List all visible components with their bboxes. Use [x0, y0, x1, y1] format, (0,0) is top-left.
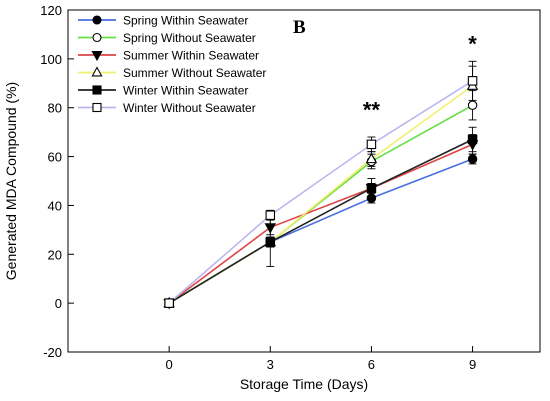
data-point	[467, 76, 478, 86]
data-point	[467, 134, 478, 145]
axes: -20 0 20 40 60 80 100 120 0 3 6 9	[40, 3, 541, 372]
significance-annotation: *	[468, 32, 477, 57]
legend-label: Spring Within Seawater	[123, 14, 248, 28]
legend-entry: Winter Within Seawater	[78, 84, 248, 98]
data-point	[365, 152, 378, 164]
legend-entry: Spring Without Seawater	[78, 31, 256, 45]
data-point	[265, 210, 276, 220]
x-tick-label: 3	[267, 357, 274, 372]
data-point	[366, 193, 377, 203]
legend-entry: Summer Within Seawater	[78, 49, 259, 63]
plot-frame	[67, 9, 541, 353]
legend-marker	[91, 51, 103, 62]
y-tick-label: 20	[48, 247, 62, 262]
data-point	[467, 154, 478, 164]
legend-entry: Spring Within Seawater	[78, 14, 248, 28]
legend-label: Summer Without Seawater	[123, 66, 266, 80]
y-axis-title: Generated MDA Compound (%)	[3, 82, 19, 280]
series-lines: ***	[163, 32, 479, 310]
chart-labels: B Storage Time (Days) Generated MDA Comp…	[3, 17, 368, 392]
legend-marker	[92, 15, 102, 25]
x-axis-title: Storage Time (Days)	[240, 376, 368, 392]
x-tick-label: 0	[166, 357, 173, 372]
legend-entry: Winter Without Seawater	[78, 101, 256, 115]
y-tick-label: 40	[48, 198, 62, 213]
series-line-4	[168, 85, 474, 304]
legend-entry: Summer Without Seawater	[78, 66, 266, 80]
legend-label: Winter Within Seawater	[123, 84, 248, 98]
legend-marker	[91, 66, 103, 77]
data-point	[164, 298, 174, 308]
panel-label: B	[293, 17, 306, 38]
legend-marker	[92, 32, 102, 43]
series-line-2	[168, 104, 473, 304]
x-tick-label: 6	[368, 357, 375, 372]
series-line-6	[168, 80, 473, 304]
x-tick-label: 9	[469, 357, 476, 372]
y-tick-label: 60	[48, 150, 62, 165]
legend-label: Summer Within Seawater	[123, 49, 259, 63]
y-tick-label: 80	[48, 101, 62, 116]
legend-label: Winter Without Seawater	[123, 101, 256, 115]
series-line-5	[168, 138, 473, 304]
data-point	[467, 100, 478, 111]
y-tick-label: 100	[40, 52, 62, 67]
legend-marker	[92, 85, 102, 95]
data-point	[366, 139, 377, 150]
legend-label: Spring Without Seawater	[123, 31, 256, 45]
data-point	[265, 237, 276, 247]
y-tick-label: -20	[43, 345, 62, 360]
legend-marker	[92, 102, 102, 113]
data-point	[366, 183, 377, 194]
y-tick-label: 0	[55, 296, 62, 311]
data-point	[264, 223, 277, 234]
y-tick-label: 120	[40, 3, 62, 18]
significance-annotation: **	[363, 97, 381, 122]
series-line-3	[168, 143, 473, 304]
legend: Spring Within Seawater Spring Without Sea…	[78, 14, 266, 115]
